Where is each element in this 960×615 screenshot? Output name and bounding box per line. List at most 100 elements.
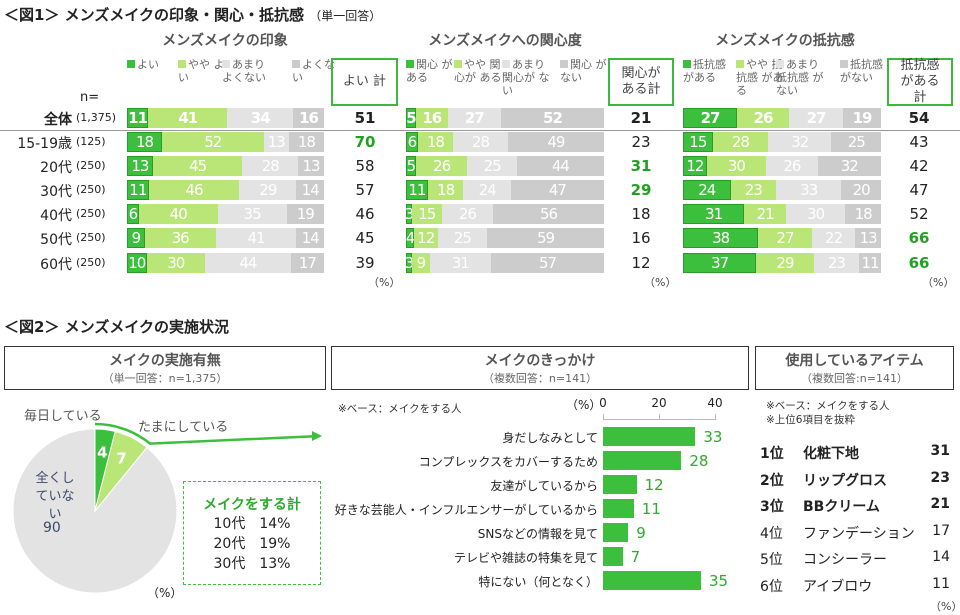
figure2-title: ＜図2＞ メンズメイクの実施状況 <box>4 318 230 336</box>
legend-swatch <box>560 60 568 68</box>
bar-segment: 25 <box>437 228 488 248</box>
items-note-top6: ※上位6項目を抜粋 <box>766 414 855 426</box>
category-label: コンプレックスをカバーするため <box>418 455 598 469</box>
pie-header: メイクの実施有無 （単一回答：n=1,375） <box>4 346 326 390</box>
total-value: 16 <box>631 229 651 247</box>
highlight-arrow <box>94 422 321 445</box>
bar-segment: 30 <box>146 253 205 273</box>
bar-segment: 14 <box>296 228 324 248</box>
stacked-bar: 18 52 13 18 <box>127 132 324 152</box>
row-n: (250) <box>76 183 106 196</box>
item-name: ファンデーション <box>803 525 915 542</box>
stacked-bar: 37 29 23 11 <box>683 253 881 273</box>
stacked-bar: 6 40 35 19 <box>127 204 324 224</box>
legend-item: あまり 抵抗感 がない <box>776 58 828 97</box>
total-value: 66 <box>908 254 930 272</box>
panel-title: メンズメイクへの関心度 <box>428 33 582 49</box>
item-name: 化粧下地 <box>803 446 859 462</box>
bar-segment: 18 <box>417 132 454 152</box>
category-label: 友達がしているから <box>490 479 598 493</box>
row-n: (250) <box>76 159 106 172</box>
category-label: 好きな芸能人・インフルエンサーがしているから <box>334 503 598 517</box>
bar-segment: 26 <box>415 156 468 176</box>
legend-item: 関心 がある <box>406 58 458 84</box>
total-value: 43 <box>909 133 929 151</box>
callout-row: 10代 14% <box>184 514 320 534</box>
item-value: 14 <box>932 549 950 565</box>
bar-segment: 4 <box>405 228 415 248</box>
bar-segment: 3 <box>404 253 414 273</box>
stacked-bar: 27 26 27 19 <box>683 108 881 128</box>
bar-segment: 23 <box>730 180 777 200</box>
axis-line <box>603 419 715 420</box>
stacked-bar: 5 26 25 44 <box>406 156 604 176</box>
legend-label: 抵抗感 がない <box>840 58 883 84</box>
reason-bar <box>603 475 637 494</box>
total-value: 29 <box>630 181 652 199</box>
legend-item: よくない <box>292 58 344 84</box>
legend-item: 抵抗感 がある <box>683 58 735 84</box>
bar-segment: 44 <box>205 253 291 273</box>
stacked-bar: 5 16 27 52 <box>406 108 604 128</box>
total-header-box: よい 計 <box>331 58 398 106</box>
bar-segment: 9 <box>127 228 145 248</box>
bar-segment: 28 <box>453 132 508 152</box>
bar-segment: 26 <box>766 156 818 176</box>
callout-age: 30代 <box>213 556 246 572</box>
bar-segment: 13 <box>298 156 324 176</box>
bar-segment: 35 <box>217 204 287 224</box>
bar-segment: 24 <box>683 180 731 200</box>
stacked-bar: 4 12 25 59 <box>406 228 604 248</box>
bar-segment: 14 <box>296 180 324 200</box>
bar-segment: 11 <box>127 108 149 128</box>
bar-segment: 24 <box>463 180 511 200</box>
bar-segment: 18 <box>288 132 324 152</box>
callout-rows: 10代 14% 20代 19% 30代 13% <box>184 514 320 574</box>
bar-segment: 18 <box>127 132 163 152</box>
legend-label: あまり よくない <box>222 58 266 84</box>
bar-segment: 26 <box>441 204 494 224</box>
stacked-bar: 10 30 44 17 <box>127 253 324 273</box>
items-subtitle: （複数回答:n=141） <box>801 372 908 385</box>
legend-label: 抵抗感 がある <box>683 58 726 84</box>
legend-swatch <box>178 60 186 68</box>
row-n: (250) <box>76 256 106 269</box>
stacked-bar: 11 41 34 16 <box>127 108 324 128</box>
legend-item: 抵抗感 がない <box>840 58 892 84</box>
bar-segment: 27 <box>447 108 502 128</box>
row-label: 50代 <box>40 232 72 248</box>
legend-label: あまり 関心が ない <box>502 58 550 97</box>
legend-label: よくない <box>292 58 335 84</box>
bar-segment: 15 <box>683 132 713 152</box>
legend-swatch <box>127 60 135 68</box>
item-rank: 1位 <box>760 446 784 462</box>
callout-age: 20代 <box>213 536 246 552</box>
reason-bar <box>603 451 682 470</box>
bar-segment: 30 <box>706 156 767 176</box>
total-value: 51 <box>354 109 376 127</box>
bar-segment: 10 <box>127 253 147 273</box>
panel-title: メンズメイクの抵抗感 <box>715 33 855 49</box>
legend-swatch <box>406 60 414 68</box>
bar-segment: 46 <box>148 180 240 200</box>
reasons-title: メイクのきっかけ <box>484 353 596 369</box>
item-value: 11 <box>932 575 950 592</box>
reasons-base-note: ※ベース：メイクをする人 <box>338 403 462 415</box>
bar-segment: 32 <box>768 132 832 152</box>
pie-label-daily: 毎日している <box>24 409 102 424</box>
bar-segment: 23 <box>813 253 860 273</box>
reason-bar <box>603 571 701 590</box>
legend-item: やや 関心が ある <box>454 58 506 84</box>
bar-segment: 16 <box>415 108 448 128</box>
n-label: n= <box>80 90 100 105</box>
item-name: リップグロス <box>803 472 887 489</box>
total-value: 52 <box>909 205 929 223</box>
item-value: 21 <box>930 496 950 512</box>
bar-segment: 37 <box>683 253 757 273</box>
stacked-bar: 3 9 31 57 <box>404 253 604 273</box>
stacked-bar: 9 36 41 14 <box>127 228 324 248</box>
arrow-head-icon <box>312 431 322 441</box>
item-rank: 6位 <box>760 578 783 595</box>
total-value: 39 <box>355 254 375 272</box>
stacked-bar: 3 15 26 56 <box>405 204 604 224</box>
